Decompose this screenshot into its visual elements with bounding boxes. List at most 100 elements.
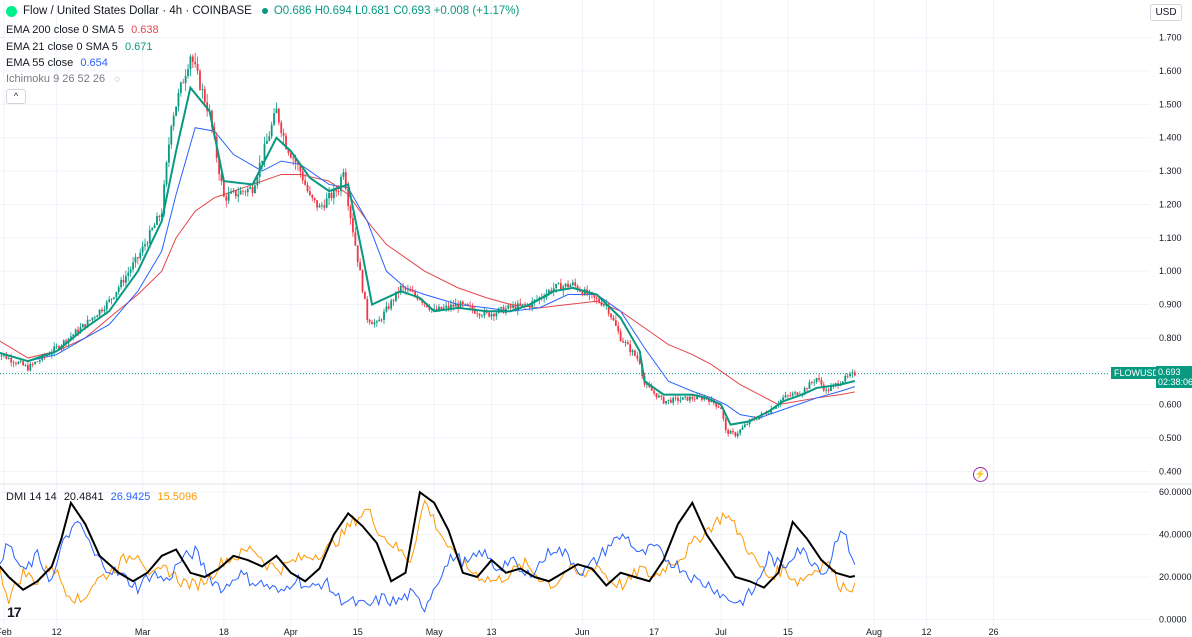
candle-body	[189, 56, 192, 70]
indicator-ichimoku[interactable]: Ichimoku 9 26 52 26 ◌	[6, 72, 120, 87]
candle-body	[244, 191, 247, 193]
candle-body	[101, 309, 103, 312]
lightning-icon[interactable]: ⚡	[973, 467, 988, 482]
candle-body	[196, 64, 199, 71]
indicator-ema55[interactable]: EMA 55 close 0.654	[6, 56, 108, 70]
candle-body	[117, 287, 120, 292]
candle-body	[411, 291, 414, 293]
candle-body	[622, 341, 624, 343]
candle-body	[550, 290, 553, 293]
time-axis[interactable]: Feb 12 Mar 18 Apr 15 May 13 Jun 17 Jul 15 Aug 12 26	[0, 627, 998, 637]
candle-body	[311, 194, 314, 198]
candle-body	[665, 400, 667, 404]
indicator-ema21[interactable]: EMA 21 close 0 SMA 5 0.671	[6, 40, 152, 54]
candle-body	[313, 197, 316, 201]
ema-21-layer	[0, 85, 856, 426]
candle-body	[567, 283, 569, 288]
candle-body	[55, 346, 58, 348]
candle-body	[440, 306, 443, 310]
candle-body	[175, 106, 177, 116]
candle-body	[571, 282, 574, 286]
candle-body	[414, 291, 416, 296]
dmi-legend[interactable]: DMI 14 14 20.4841 26.9425 15.5096	[6, 490, 197, 504]
dmi-minus-di-value: 15.5096	[157, 491, 198, 503]
candle-body	[574, 282, 577, 286]
candle-body	[17, 362, 20, 364]
candle-body	[653, 390, 655, 394]
candle-body	[325, 198, 328, 208]
candle-body	[368, 319, 371, 323]
candle-body	[418, 299, 421, 301]
dmi-adx-value: 20.4841	[63, 491, 104, 503]
candle-body	[58, 346, 60, 350]
candle-body	[636, 355, 639, 359]
candle-body	[134, 257, 137, 263]
candle-body	[332, 188, 335, 199]
candle-body	[268, 136, 271, 141]
tradingview-logo[interactable]: 17	[7, 604, 22, 620]
candle-body	[507, 305, 510, 309]
candle-body	[598, 298, 601, 303]
candle-body	[62, 340, 65, 346]
candle-body	[261, 160, 264, 163]
candle-body	[270, 124, 273, 137]
candle-body	[132, 262, 134, 270]
candle-body	[741, 427, 744, 430]
candle-body	[528, 304, 531, 308]
candle-body	[454, 303, 457, 307]
candle-body	[617, 325, 620, 332]
candle-body	[363, 291, 366, 300]
candle-body	[375, 321, 378, 323]
dmi-minus-di-line	[0, 499, 856, 605]
candle-body	[113, 297, 115, 299]
candle-body	[614, 320, 617, 326]
candle-body	[669, 399, 672, 403]
candle-body	[693, 398, 696, 400]
price-tick-label: 0.600	[1159, 400, 1182, 410]
candle-body	[722, 408, 725, 419]
candle-body	[361, 270, 364, 292]
symbol-title[interactable]: Flow / United States Dollar · 4h · COINB…	[23, 5, 252, 17]
candle-body	[509, 305, 512, 308]
candle-body	[502, 307, 505, 314]
candle-body	[564, 283, 567, 287]
time-tick-label: 12	[52, 627, 62, 637]
candle-body	[354, 232, 357, 246]
candle-body	[366, 299, 369, 320]
candle-body	[689, 396, 691, 401]
eye-slash-icon[interactable]: ◌	[114, 74, 121, 85]
candle-body	[674, 397, 677, 399]
candle-body	[399, 285, 402, 293]
collapse-legend-button[interactable]: ^	[6, 89, 26, 104]
candle-body	[691, 396, 694, 399]
candle-body	[31, 363, 34, 365]
price-axis[interactable]: 0.4000.5000.6000.7000.8000.9001.0001.100…	[1159, 33, 1182, 477]
candle-body	[36, 361, 39, 363]
candle-body	[168, 144, 170, 163]
indicator-ema200[interactable]: EMA 200 close 0 SMA 5 0.638	[6, 23, 159, 37]
candle-body	[151, 228, 154, 230]
candle-body	[0, 355, 3, 357]
candle-body	[827, 389, 830, 391]
indicator-value: 0.638	[131, 24, 159, 36]
candle-body	[634, 350, 636, 356]
candle-body	[139, 252, 142, 259]
candle-body	[457, 303, 459, 308]
candle-body	[500, 307, 503, 309]
time-tick-label: Jun	[575, 627, 590, 637]
currency-button[interactable]: USD	[1150, 4, 1182, 21]
candle-body	[220, 174, 223, 182]
candle-body	[335, 188, 338, 192]
dmi-axis[interactable]: 0.0000 20.0000 40.0000 60.0000	[1159, 487, 1192, 624]
price-tick-label: 0.800	[1159, 333, 1182, 343]
candle-body	[337, 191, 340, 192]
candle-body	[533, 299, 536, 302]
candle-body	[464, 303, 467, 305]
candle-body	[638, 358, 641, 364]
candle-body	[136, 257, 139, 259]
candle-body	[306, 184, 309, 192]
last-price-badge: 0.693 02:38:06	[1156, 366, 1192, 388]
candle-body	[724, 418, 727, 430]
candle-body	[495, 312, 498, 317]
